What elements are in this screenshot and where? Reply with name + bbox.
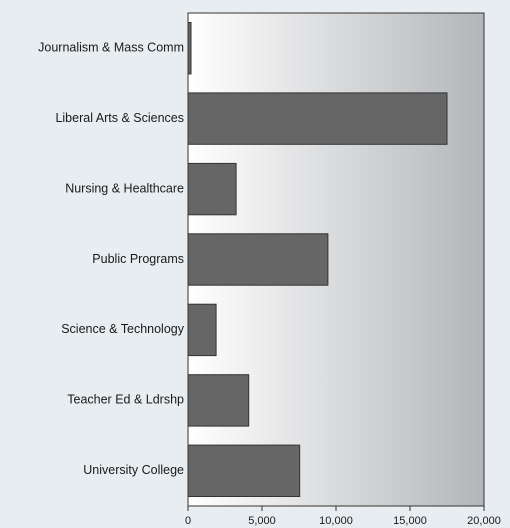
bar-6 <box>187 444 301 498</box>
category-label: Nursing & Healthcare <box>65 181 184 195</box>
bar-5 <box>187 374 250 427</box>
x-axis: 0 5,000 10,000 15,000 20,000 <box>185 506 501 527</box>
category-labels: Journalism & Mass Comm Liberal Arts & Sci… <box>38 41 185 478</box>
category-label: Science & Technology <box>61 322 185 336</box>
x-tick-label: 20,000 <box>467 515 501 527</box>
bar-1 <box>187 92 448 145</box>
bar-0 <box>187 22 192 75</box>
bar-3 <box>187 233 329 286</box>
x-tick-label: 5,000 <box>248 515 276 527</box>
x-tick-label: 10,000 <box>319 515 353 527</box>
bar-4 <box>187 303 217 357</box>
bars-group <box>187 22 448 498</box>
category-label: Liberal Arts & Sciences <box>55 111 184 125</box>
bar-2 <box>187 162 237 216</box>
category-label: Public Programs <box>92 252 184 266</box>
category-label: Teacher Ed & Ldrshp <box>67 393 184 407</box>
x-tick-label: 15,000 <box>393 515 427 527</box>
category-label: University College <box>83 463 184 477</box>
x-tick-label: 0 <box>185 515 191 527</box>
category-label: Journalism & Mass Comm <box>38 41 184 55</box>
